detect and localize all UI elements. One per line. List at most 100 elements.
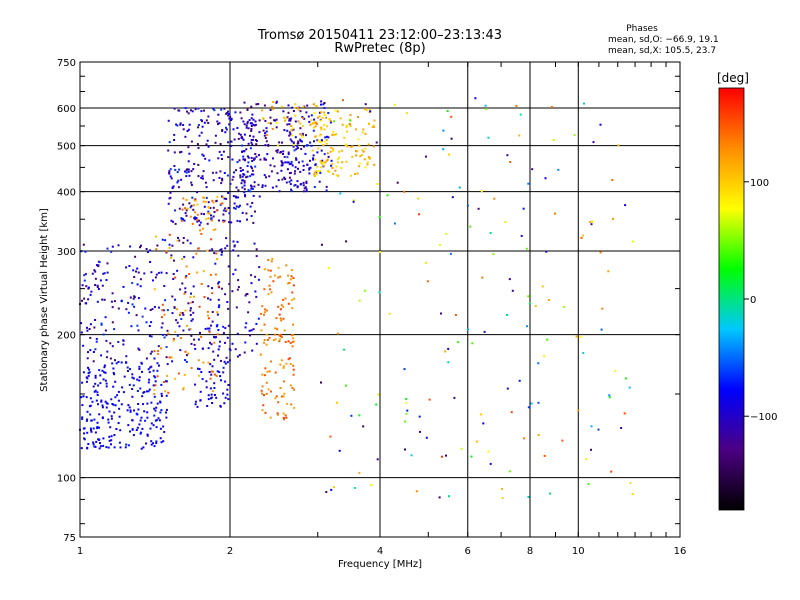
data-point — [91, 400, 94, 403]
data-point — [80, 331, 83, 334]
data-point — [199, 221, 202, 224]
data-point — [335, 133, 338, 136]
data-point — [176, 124, 179, 127]
data-point — [132, 384, 135, 387]
data-point — [623, 412, 626, 415]
data-point — [343, 348, 346, 351]
data-point — [89, 427, 92, 430]
data-point — [94, 319, 97, 321]
data-point — [175, 123, 178, 126]
data-point — [237, 254, 240, 257]
data-point — [261, 186, 264, 189]
data-point — [222, 392, 225, 395]
data-point — [268, 336, 271, 339]
data-point — [284, 119, 286, 122]
data-point — [224, 341, 226, 344]
data-point — [326, 158, 329, 161]
data-point — [349, 114, 352, 117]
data-point — [264, 367, 267, 370]
data-point — [262, 129, 265, 132]
data-point — [305, 190, 308, 193]
data-point — [282, 110, 285, 113]
data-point — [150, 335, 153, 338]
data-point — [261, 184, 264, 187]
data-point — [99, 382, 102, 385]
data-point — [165, 411, 167, 414]
data-point — [270, 260, 273, 263]
data-point — [228, 117, 231, 120]
data-point — [291, 333, 294, 336]
data-point — [281, 178, 284, 181]
data-point — [544, 177, 547, 180]
data-point — [146, 251, 149, 253]
data-point — [321, 159, 324, 162]
data-point — [305, 111, 308, 114]
data-point — [254, 120, 257, 123]
data-point — [132, 377, 135, 380]
data-point — [265, 392, 268, 395]
data-point — [96, 300, 99, 303]
data-point — [206, 405, 209, 407]
data-point — [140, 416, 143, 419]
data-point — [357, 116, 359, 118]
data-point — [162, 440, 165, 443]
data-point — [207, 145, 210, 148]
data-point — [186, 239, 189, 242]
data-point — [182, 388, 185, 391]
data-point — [326, 159, 329, 162]
data-point — [244, 195, 247, 198]
data-point — [190, 181, 193, 184]
data-point — [352, 199, 355, 202]
data-point — [98, 438, 100, 441]
data-point — [274, 397, 277, 400]
data-point — [102, 333, 105, 336]
data-point — [255, 248, 258, 251]
data-point — [147, 381, 150, 384]
data-point — [142, 403, 144, 406]
data-point — [330, 159, 333, 162]
data-point — [313, 121, 316, 124]
data-point — [300, 140, 303, 143]
data-point — [242, 138, 245, 141]
data-point — [179, 123, 182, 126]
data-point — [212, 228, 215, 231]
data-point — [247, 161, 250, 164]
data-point — [269, 116, 272, 119]
data-point — [271, 127, 274, 130]
data-point — [330, 164, 333, 167]
data-point — [332, 149, 334, 152]
data-point — [361, 154, 363, 156]
data-point — [222, 219, 225, 222]
data-point — [112, 385, 115, 388]
data-point — [139, 246, 141, 249]
data-point — [335, 165, 338, 168]
data-point — [238, 204, 241, 207]
data-point — [267, 122, 270, 124]
data-point — [197, 247, 200, 250]
data-point — [624, 204, 627, 207]
data-point — [239, 220, 241, 223]
data-point — [102, 272, 105, 275]
data-point — [96, 391, 99, 394]
data-point — [92, 385, 95, 388]
data-point — [160, 409, 163, 412]
data-point — [224, 362, 227, 365]
data-point — [270, 291, 273, 294]
data-point — [302, 181, 305, 184]
data-point — [96, 426, 99, 428]
data-point — [104, 400, 107, 403]
data-point — [132, 269, 135, 272]
data-point — [197, 359, 200, 362]
data-point — [223, 360, 226, 363]
data-point — [293, 184, 296, 187]
data-point — [156, 244, 159, 247]
data-point — [229, 116, 232, 118]
data-point — [228, 113, 230, 115]
data-point — [163, 285, 166, 287]
data-point — [237, 189, 240, 192]
data-point — [218, 176, 221, 179]
data-point — [217, 329, 220, 331]
data-point — [197, 367, 199, 370]
data-point — [262, 118, 265, 120]
data-point — [95, 399, 98, 402]
